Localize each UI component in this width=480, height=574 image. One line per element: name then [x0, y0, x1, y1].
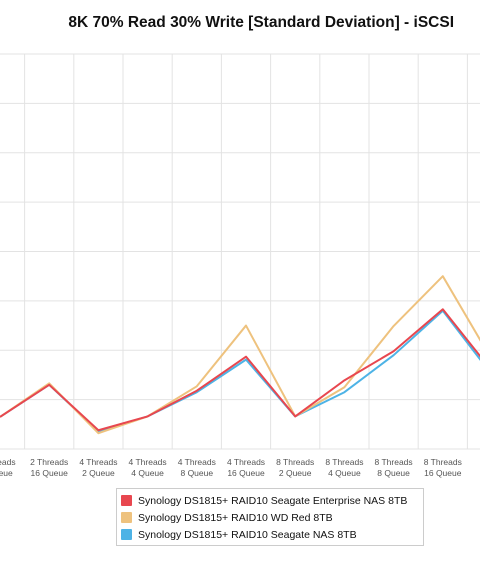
series-line-3	[0, 309, 480, 433]
legend-label: Synology DS1815+ RAID10 Seagate Enterpri…	[138, 494, 408, 507]
legend-swatch	[121, 529, 132, 540]
x-tick-label: 2 Queue	[279, 468, 312, 478]
legend-label: Synology DS1815+ RAID10 WD Red 8TB	[138, 511, 333, 524]
x-tick-label: 8 Threads	[424, 457, 462, 467]
x-tick-label: Threads	[0, 457, 16, 467]
legend: Synology DS1815+ RAID10 Seagate Enterpri…	[116, 488, 424, 546]
legend-swatch	[121, 512, 132, 523]
x-tick-label: 4 Threads	[178, 457, 216, 467]
x-tick-label: 8 Queue	[180, 468, 213, 478]
legend-item[interactable]: Synology DS1815+ RAID10 WD Red 8TB	[121, 509, 423, 526]
grid	[0, 53, 480, 450]
x-tick-label: Queue	[0, 468, 13, 478]
legend-item[interactable]: Synology DS1815+ RAID10 Seagate Enterpri…	[121, 492, 423, 509]
x-tick-label: 8 Threads	[375, 457, 413, 467]
legend-item[interactable]: Synology DS1815+ RAID10 Seagate NAS 8TB	[121, 526, 423, 543]
x-tick-label: 4 Threads	[79, 457, 117, 467]
series-line-2	[0, 275, 480, 435]
x-tick-label: 2 Queue	[82, 468, 115, 478]
series-lines	[0, 275, 480, 435]
series-line-1	[0, 308, 480, 432]
x-tick-label: 16 Queue	[424, 468, 462, 478]
x-tick-label: 2 Threads	[30, 457, 68, 467]
x-tick-label: 8 Queue	[377, 468, 410, 478]
x-tick-label: 4 Threads	[129, 457, 167, 467]
legend-label: Synology DS1815+ RAID10 Seagate NAS 8TB	[138, 528, 357, 541]
x-tick-label: 4 Threads	[227, 457, 265, 467]
x-tick-label: 4 Queue	[328, 468, 361, 478]
x-tick-label: 16 Queue	[31, 468, 69, 478]
legend-swatch	[121, 495, 132, 506]
x-tick-label: 8 Threads	[276, 457, 314, 467]
x-tick-label: 16 Queue	[227, 468, 265, 478]
x-tick-label: 4 Queue	[131, 468, 164, 478]
x-tick-label: 8 Threads	[325, 457, 363, 467]
chart-title: 8K 70% Read 30% Write [Standard Deviatio…	[68, 14, 454, 31]
